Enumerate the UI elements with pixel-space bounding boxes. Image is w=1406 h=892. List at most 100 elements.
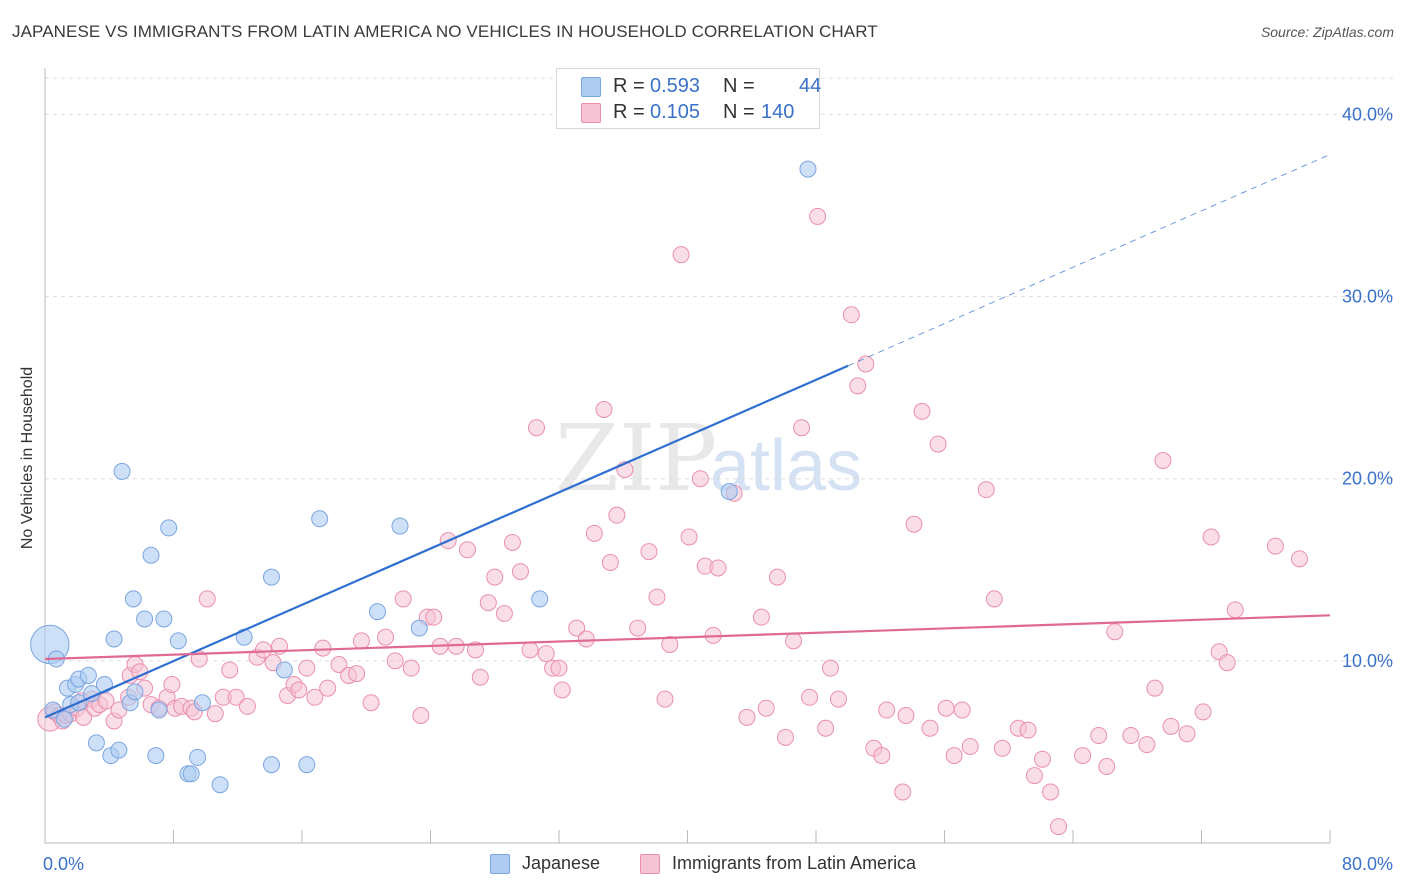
n-value: 140 xyxy=(761,101,795,123)
latin-america-point xyxy=(648,588,666,606)
japanese-point xyxy=(410,619,428,637)
latin-america-point xyxy=(412,707,430,724)
trend-lines xyxy=(44,154,1331,719)
japanese-point xyxy=(147,747,165,765)
latin-america-point xyxy=(849,377,867,395)
latin-america-point xyxy=(550,659,568,677)
japanese-point xyxy=(368,603,386,621)
japanese-point xyxy=(169,632,187,650)
x-tick-label: 0.0% xyxy=(43,854,84,874)
japanese-point xyxy=(298,756,316,774)
latin-america-point xyxy=(348,665,366,683)
japanese-point xyxy=(262,568,280,586)
latin-america-point xyxy=(817,719,835,737)
japanese-point xyxy=(87,734,105,752)
latin-america-point xyxy=(752,608,770,626)
latin-america-point xyxy=(503,533,521,551)
latin-america-point xyxy=(661,635,679,653)
japanese-point xyxy=(311,510,329,528)
latin-america-point xyxy=(842,306,860,324)
legend-label: Immigrants from Latin America xyxy=(672,853,917,873)
latin-america-point xyxy=(386,652,404,670)
latin-america-point xyxy=(314,639,332,657)
japanese-point xyxy=(124,590,142,608)
latin-america-point xyxy=(1019,721,1037,739)
latin-america-point xyxy=(1042,783,1060,801)
latin-america-point xyxy=(809,207,827,225)
latin-america-point xyxy=(1178,725,1196,743)
latin-america-point xyxy=(537,645,555,663)
latin-america-point xyxy=(163,676,181,694)
latin-america-point xyxy=(829,690,847,708)
latin-america-point xyxy=(709,559,727,577)
latin-america-trend-line xyxy=(44,614,1331,661)
latin-america-point xyxy=(1202,528,1220,546)
latin-america-point xyxy=(738,708,756,726)
latin-america-point xyxy=(568,619,586,637)
x-tick-label: 80.0% xyxy=(1342,854,1393,874)
latin-america-point xyxy=(553,681,571,699)
latin-america-point xyxy=(198,590,216,608)
y-tick-label: 10.0% xyxy=(1342,651,1393,671)
latin-america-point xyxy=(873,747,891,765)
latin-america-point xyxy=(1025,767,1043,785)
japanese-point xyxy=(142,546,160,564)
y-tick-label: 30.0% xyxy=(1342,287,1393,307)
japanese-point xyxy=(55,710,73,728)
latin-america-point xyxy=(1290,550,1308,568)
latin-america-point xyxy=(857,355,875,373)
latin-america-point xyxy=(425,608,443,626)
japanese-point xyxy=(275,661,293,679)
latin-america-point xyxy=(97,692,115,710)
japanese-point xyxy=(79,666,97,684)
latin-america-swatch xyxy=(581,103,601,123)
japanese-trend-line xyxy=(44,364,849,719)
latin-america-point xyxy=(793,419,811,437)
latin-america-point xyxy=(1074,747,1092,765)
latin-america-point xyxy=(656,690,674,708)
latin-america-point xyxy=(1146,679,1164,697)
latin-america-point xyxy=(937,699,955,717)
japanese-point xyxy=(113,462,131,480)
stats-legend: R = 0.593 N = 44 R = 0.105 N = 140 xyxy=(556,68,821,129)
latin-america-point xyxy=(691,470,709,488)
japanese-point xyxy=(189,748,207,766)
japanese-point xyxy=(105,630,123,648)
latin-america-point xyxy=(1226,601,1244,619)
japanese-point xyxy=(799,160,817,178)
latin-america-point xyxy=(608,506,626,524)
latin-america-point xyxy=(585,524,603,542)
latin-america-point xyxy=(977,481,995,499)
latin-america-point xyxy=(680,528,698,546)
latin-america-point xyxy=(821,659,839,677)
latin-america-point xyxy=(993,739,1011,757)
latin-america-point xyxy=(1266,537,1284,555)
japanese-point xyxy=(531,590,549,608)
japanese-point xyxy=(193,694,211,712)
japanese-point xyxy=(262,756,280,774)
latin-america-point xyxy=(961,737,979,755)
latin-america-point xyxy=(1194,703,1212,721)
latin-america-point xyxy=(377,628,395,646)
latin-america-point xyxy=(1162,717,1180,735)
latin-america-point xyxy=(929,435,947,453)
y-tick-label: 40.0% xyxy=(1342,104,1393,124)
latin-america-point xyxy=(458,541,476,559)
latin-america-point xyxy=(330,656,348,673)
japanese-point xyxy=(150,701,168,719)
latin-america-point xyxy=(238,697,256,715)
latin-america-point xyxy=(601,554,619,571)
japanese-point xyxy=(110,741,128,759)
latin-america-point xyxy=(785,632,803,650)
watermark: ZIP atlas xyxy=(555,405,862,512)
latin-america-point xyxy=(1122,727,1140,745)
japanese-point xyxy=(182,765,200,783)
latin-america-point xyxy=(254,641,272,659)
latin-america-point xyxy=(511,563,529,581)
latin-america-points xyxy=(37,207,1308,836)
latin-america-point xyxy=(394,590,412,608)
latin-america-point xyxy=(640,543,658,561)
latin-america-point xyxy=(362,694,380,712)
latin-america-point xyxy=(757,699,775,717)
source-label: Source: ZipAtlas.com xyxy=(1260,24,1394,40)
